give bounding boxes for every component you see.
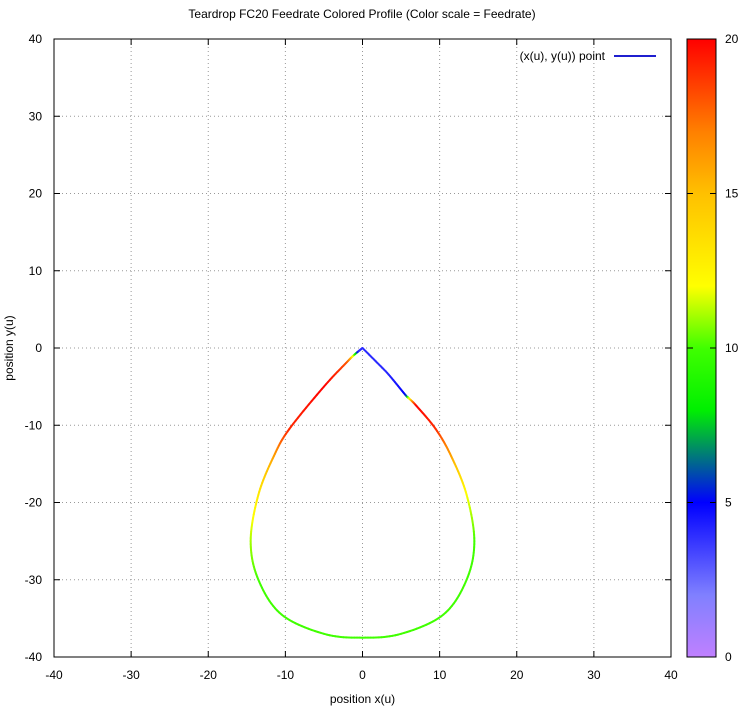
colorbar-tick-label: 10 — [725, 341, 739, 355]
x-tick-label: 20 — [510, 668, 524, 682]
y-tick-label: 10 — [29, 264, 43, 278]
x-tick-label: 30 — [587, 668, 601, 682]
x-tick-label: 40 — [664, 668, 678, 682]
colorbar: 20 15 10 5 0 — [686, 32, 739, 664]
y-tick-label: 0 — [35, 341, 42, 355]
y-tick-label: 40 — [29, 32, 43, 46]
colorbar-tick-label: 15 — [725, 187, 739, 201]
colorbar-ticks: 20 15 10 5 0 — [687, 32, 739, 664]
profile-curve — [249, 347, 476, 639]
x-tick-label: -30 — [122, 668, 140, 682]
chart-title: Teardrop FC20 Feedrate Colored Profile (… — [188, 7, 535, 21]
y-axis-ticks: 40 30 20 10 0 -10 -20 -30 -40 — [25, 32, 671, 664]
x-tick-label: -10 — [277, 668, 295, 682]
x-tick-label: -40 — [45, 668, 63, 682]
legend-entry-label: (x(u), y(u)) point — [520, 49, 606, 63]
y-tick-label: -20 — [25, 496, 43, 510]
y-tick-label: -40 — [25, 650, 43, 664]
y-tick-label: -10 — [25, 418, 43, 432]
colorbar-tick-label: 20 — [725, 32, 739, 46]
y-tick-label: 20 — [29, 187, 43, 201]
x-tick-label: 0 — [359, 668, 366, 682]
y-tick-label: 30 — [29, 109, 43, 123]
x-tick-label: 10 — [433, 668, 447, 682]
colorbar-tick-label: 5 — [725, 496, 732, 510]
y-axis-label: position y(u) — [2, 315, 16, 380]
legend: (x(u), y(u)) point — [520, 49, 656, 63]
y-tick-label: -30 — [25, 573, 43, 587]
x-axis-ticks: -40 -30 -20 -10 0 10 20 30 40 — [45, 39, 678, 682]
x-axis-label: position x(u) — [330, 692, 395, 706]
x-tick-label: -20 — [200, 668, 218, 682]
colorbar-tick-label: 0 — [725, 650, 732, 664]
